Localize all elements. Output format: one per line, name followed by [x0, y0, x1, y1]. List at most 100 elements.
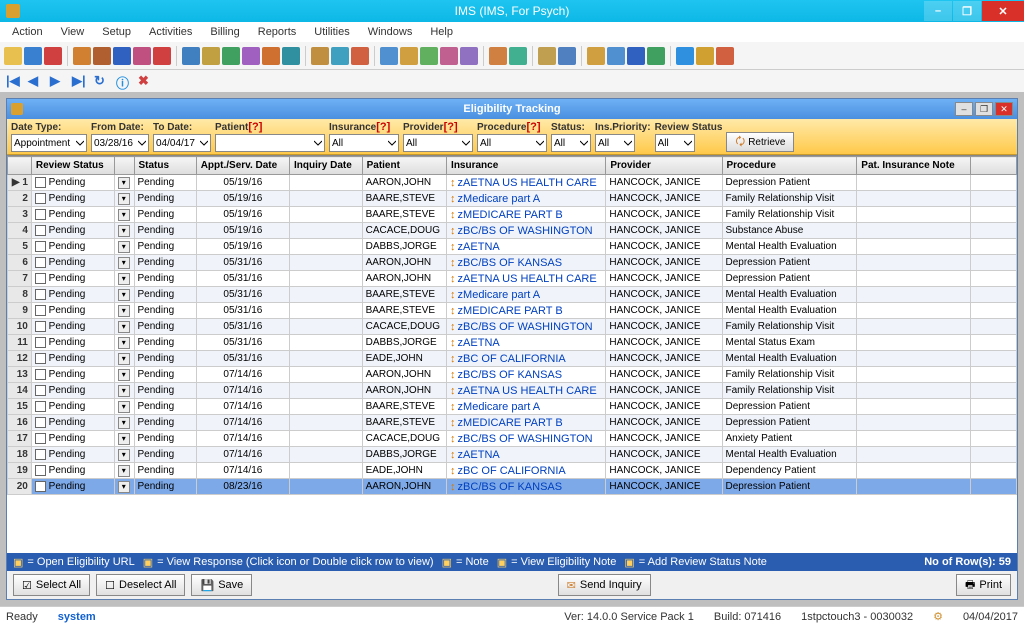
inner-minimize-button[interactable]: – [955, 102, 973, 116]
row-checkbox[interactable] [35, 321, 46, 332]
row-checkbox[interactable] [35, 337, 46, 348]
insurance-icon[interactable]: ↕ [450, 385, 456, 397]
insurance-link[interactable]: zAETNA [458, 337, 500, 349]
table-row[interactable]: ▶ 1 Pending▾Pending05/19/16AARON,JOHN↕zA… [8, 175, 1017, 191]
insurance-icon[interactable]: ↕ [450, 465, 456, 477]
filter-review_status-input[interactable] [655, 134, 695, 152]
retrieve-button[interactable]: 🗘Retrieve [726, 132, 794, 152]
folder-icon[interactable] [587, 47, 605, 65]
insurance-link[interactable]: zMedicare part A [458, 289, 541, 301]
word-icon[interactable] [627, 47, 645, 65]
col-header-3[interactable]: Status [134, 157, 196, 175]
row-checkbox[interactable] [35, 177, 46, 188]
pill-icon[interactable] [153, 47, 171, 65]
row-checkbox[interactable] [35, 433, 46, 444]
excel-icon[interactable] [647, 47, 665, 65]
dropdown-icon[interactable]: ▾ [118, 433, 130, 445]
insurance-icon[interactable]: ↕ [450, 353, 456, 365]
table-row[interactable]: 14 Pending▾Pending07/14/16AARON,JOHN↕zAE… [8, 383, 1017, 399]
report-b-icon[interactable] [400, 47, 418, 65]
filter-ins_priority-input[interactable] [595, 134, 635, 152]
dropdown-icon[interactable]: ▾ [118, 321, 130, 333]
help-icon[interactable] [676, 47, 694, 65]
row-checkbox[interactable] [35, 241, 46, 252]
insurance-link[interactable]: zBC OF CALIFORNIA [458, 465, 566, 477]
form-c-icon[interactable] [351, 47, 369, 65]
col-header-10[interactable]: Pat. Insurance Note [857, 157, 971, 175]
info-icon[interactable]: ⓘ [116, 73, 132, 89]
next-icon[interactable]: ▶ [50, 73, 66, 89]
dropdown-icon[interactable]: ▾ [118, 481, 130, 493]
insurance-icon[interactable]: ↕ [450, 449, 456, 461]
doc-c-icon[interactable] [222, 47, 240, 65]
insurance-icon[interactable]: ↕ [450, 433, 456, 445]
row-checkbox[interactable] [35, 193, 46, 204]
insurance-icon[interactable]: ↕ [450, 321, 456, 333]
row-checkbox[interactable] [35, 481, 46, 492]
form-a-icon[interactable] [311, 47, 329, 65]
table-row[interactable]: 7 Pending▾Pending05/31/16AARON,JOHN↕zAET… [8, 271, 1017, 287]
table-row[interactable]: 20 Pending▾Pending08/23/16AARON,JOHN↕zBC… [8, 479, 1017, 495]
row-checkbox[interactable] [35, 225, 46, 236]
report-a-icon[interactable] [380, 47, 398, 65]
insurance-icon[interactable]: ↕ [450, 481, 456, 493]
insurance-link[interactable]: zMEDICARE PART B [458, 209, 563, 221]
insurance-icon[interactable]: ↕ [450, 257, 456, 269]
grid-scroll[interactable]: Review StatusStatusAppt./Serv. DateInqui… [7, 155, 1017, 553]
table-row[interactable]: 5 Pending▾Pending05/19/16DABBS,JORGE↕zAE… [8, 239, 1017, 255]
dropdown-icon[interactable]: ▾ [118, 369, 130, 381]
filter-date_type-input[interactable] [11, 134, 87, 152]
person-red-icon[interactable] [44, 47, 62, 65]
menu-activities[interactable]: Activities [141, 24, 200, 40]
col-header-2[interactable] [114, 157, 134, 175]
filter-procedure-input[interactable] [477, 134, 547, 152]
doc-a-icon[interactable] [182, 47, 200, 65]
menu-help[interactable]: Help [422, 24, 461, 40]
col-header-11[interactable] [971, 157, 1017, 175]
table-row[interactable]: 15 Pending▾Pending07/14/16BAARE,STEVE↕zM… [8, 399, 1017, 415]
row-checkbox[interactable] [35, 449, 46, 460]
filter-status-input[interactable] [551, 134, 591, 152]
row-checkbox[interactable] [35, 273, 46, 284]
insurance-link[interactable]: zBC/BS OF KANSAS [458, 257, 563, 269]
insurance-link[interactable]: zBC/BS OF KANSAS [458, 369, 563, 381]
table-row[interactable]: 8 Pending▾Pending05/31/16BAARE,STEVE↕zMe… [8, 287, 1017, 303]
mail-icon[interactable] [73, 47, 91, 65]
table-row[interactable]: 17 Pending▾Pending07/14/16CACACE,DOUG↕zB… [8, 431, 1017, 447]
dropdown-icon[interactable]: ▾ [118, 225, 130, 237]
col-header-1[interactable]: Review Status [31, 157, 114, 175]
person-yellow-icon[interactable] [4, 47, 22, 65]
table-row[interactable]: 2 Pending▾Pending05/19/16BAARE,STEVE↕zMe… [8, 191, 1017, 207]
dropdown-icon[interactable]: ▾ [118, 449, 130, 461]
insurance-link[interactable]: zBC OF CALIFORNIA [458, 353, 566, 365]
insurance-icon[interactable]: ↕ [450, 369, 456, 381]
shield-icon[interactable] [113, 47, 131, 65]
table-row[interactable]: 3 Pending▾Pending05/19/16BAARE,STEVE↕zME… [8, 207, 1017, 223]
dropdown-icon[interactable]: ▾ [118, 273, 130, 285]
insurance-icon[interactable]: ↕ [450, 225, 456, 237]
dropdown-icon[interactable]: ▾ [118, 193, 130, 205]
row-checkbox[interactable] [35, 353, 46, 364]
tool-a-icon[interactable] [489, 47, 507, 65]
insurance-link[interactable]: zBC/BS OF WASHINGTON [458, 225, 593, 237]
exit-icon[interactable] [716, 47, 734, 65]
lock-icon[interactable] [696, 47, 714, 65]
dropdown-icon[interactable]: ▾ [118, 401, 130, 413]
insurance-icon[interactable]: ↕ [450, 209, 456, 221]
last-icon[interactable]: ▶| [72, 73, 88, 89]
insurance-link[interactable]: zAETNA US HEALTH CARE [458, 177, 597, 189]
filter-provider-input[interactable] [403, 134, 473, 152]
insurance-icon[interactable]: ↕ [450, 305, 456, 317]
row-checkbox[interactable] [35, 209, 46, 220]
col-header-9[interactable]: Procedure [722, 157, 857, 175]
table-row[interactable]: 13 Pending▾Pending07/14/16AARON,JOHN↕zBC… [8, 367, 1017, 383]
insurance-link[interactable]: zBC/BS OF WASHINGTON [458, 433, 593, 445]
table-row[interactable]: 18 Pending▾Pending07/14/16DABBS,JORGE↕zA… [8, 447, 1017, 463]
insurance-link[interactable]: zBC/BS OF WASHINGTON [458, 321, 593, 333]
insurance-icon[interactable]: ↕ [450, 241, 456, 253]
dropdown-icon[interactable]: ▾ [118, 177, 130, 189]
misc-b-icon[interactable] [558, 47, 576, 65]
misc-a-icon[interactable] [538, 47, 556, 65]
send-inquiry-button[interactable]: ✉Send Inquiry [558, 574, 651, 596]
col-header-6[interactable]: Patient [362, 157, 446, 175]
